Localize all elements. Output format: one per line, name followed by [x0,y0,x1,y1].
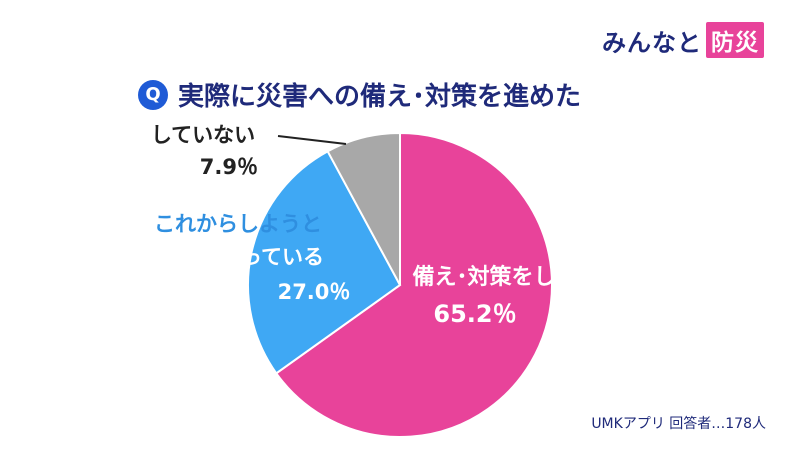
question-header: Q 実際に災害への備え･対策を進めた [138,76,581,113]
value-prepared: 65.2％ [433,300,516,328]
brand-name: みんなと [602,28,702,57]
slice-planning [247,149,402,375]
value-planning: 27.0％ [278,280,351,304]
question-badge: Q [138,79,168,110]
slice-not-prepared [326,131,401,286]
brand-highlight: 防災 [706,22,764,58]
label-prepared: 備え･対策をした [412,264,577,290]
label-not-prepared: していない [151,123,255,147]
brand-logo: みんなと 防災 [602,22,764,58]
question-title: 実際に災害への備え･対策を進めた [178,82,582,112]
source-note: UMKアプリ 回答者…178人 [591,416,766,432]
label-planning-line1: これからしようと [154,212,322,236]
label-planning-line2: 思っている [220,245,324,269]
value-not-prepared: 7.9％ [200,155,258,179]
slice-prepared [274,131,553,438]
gray-leader-line [277,135,347,145]
